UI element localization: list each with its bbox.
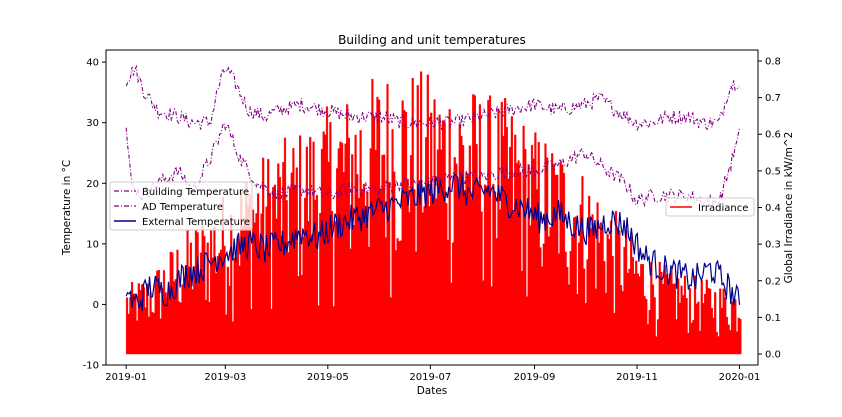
y-right-tick-label: 0.3 [765,240,781,251]
y-left-tick-label: 20 [86,179,99,190]
irradiance-series [125,71,742,355]
y-left-tick-label: -10 [83,361,99,372]
irradiance-bars [125,71,742,355]
y-axis-right-label: Global Irradiance in kW/m^2 [783,132,795,284]
y-left-tick-label: 10 [86,239,99,250]
y-axis-right: 0.0 0.1 0.2 0.3 0.4 0.5 0.6 0.7 0.8 [758,56,781,361]
x-tick-label: 2019-11 [616,372,658,383]
y-right-tick-label: 0.8 [765,56,781,67]
legend-entry-irradiance: Irradiance [698,203,748,214]
legend-left: Building Temperature AD Temperature Exte… [109,181,253,231]
y-right-tick-label: 0.7 [765,93,781,104]
x-tick-label: 2020-01 [719,372,761,383]
y-right-tick-label: 0.1 [765,313,781,324]
x-tick-label: 2019-05 [307,372,349,383]
y-axis-left: -10 0 10 20 30 40 [83,58,106,372]
x-tick-label: 2019-01 [105,372,147,383]
y-right-tick-label: 0.2 [765,276,781,287]
legend-right: Irradiance [665,197,755,217]
legend-left-box [109,181,253,231]
y-left-tick-label: 0 [93,300,99,311]
x-tick-label: 2019-09 [514,372,556,383]
legend-entry-building-temperature: Building Temperature [142,187,249,198]
plot-area [105,49,759,366]
chart-title: Building and unit temperatures [338,33,526,47]
y-right-tick-label: 0.6 [765,130,781,141]
y-left-tick-label: 40 [86,58,99,69]
y-right-tick-label: 0.5 [765,166,781,177]
ad-temperature-line [125,121,741,209]
legend-entry-ad-temperature: AD Temperature [142,202,223,213]
temperature-series [125,64,741,312]
y-axis-left-label: Temperature in °C [61,160,73,256]
legend-right-box [665,197,755,217]
x-tick-label: 2019-03 [204,372,246,383]
external-temperature-line [125,173,741,312]
y-right-tick-label: 0.0 [765,350,781,361]
x-axis-label: Dates [417,385,448,397]
x-tick-label: 2019-07 [409,372,451,383]
x-axis: 2019-01 2019-03 2019-05 2019-07 2019-09 2019-… [105,365,760,383]
y-right-tick-label: 0.4 [765,203,781,214]
legend-entry-external-temperature: External Temperature [142,217,250,228]
y-left-tick-label: 30 [86,118,99,129]
building-temperature-line [125,64,740,132]
